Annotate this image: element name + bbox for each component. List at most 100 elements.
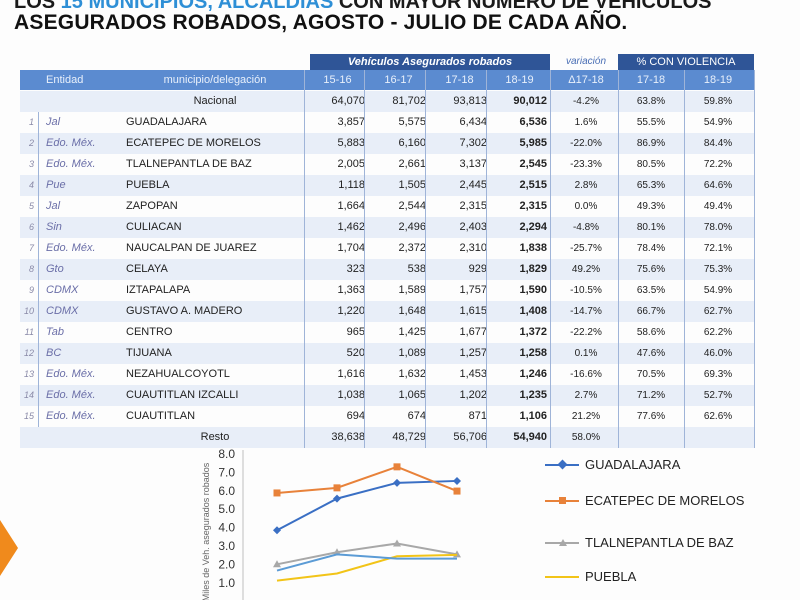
viol1819-cell: 59.8% xyxy=(703,96,733,107)
row-index: 11 xyxy=(24,327,34,337)
v1819-cell: 2,315 xyxy=(519,200,547,212)
column-header: Δ17-18 xyxy=(568,74,604,86)
viol1718-cell: 65.3% xyxy=(636,180,666,191)
v1819-cell: 1,106 xyxy=(519,410,547,422)
column-header-row: Entidad municipio/delegación 15-16 16-17 17-… xyxy=(20,70,755,90)
v1718-cell: 1,757 xyxy=(459,284,487,296)
v1819-cell: 1,372 xyxy=(519,326,547,338)
v1617-cell: 1,589 xyxy=(398,284,426,296)
data-point xyxy=(333,484,341,492)
entity-cell: Tab xyxy=(46,326,64,338)
series-line-series-4 xyxy=(276,553,457,572)
viol1819-cell: 62.6% xyxy=(703,411,733,422)
var-cell: -4.8% xyxy=(572,222,600,233)
v1516-cell: 694 xyxy=(346,410,365,422)
entity-cell: BC xyxy=(46,347,62,359)
v1617-cell: 1,505 xyxy=(398,179,426,191)
entity-cell: Edo. Méx. xyxy=(46,242,96,254)
entity-cell: CDMX xyxy=(46,284,79,296)
entity-cell: Jal xyxy=(46,200,61,212)
v1718-cell: 1,257 xyxy=(459,347,487,359)
entity-cell: Pue xyxy=(46,179,66,191)
municipality-cell: ZAPOPAN xyxy=(126,200,178,212)
column-divider xyxy=(550,70,551,448)
column-header: municipio/delegación xyxy=(163,74,267,86)
v1718-cell: 2,310 xyxy=(459,242,487,254)
y-axis-label: Miles de Veh. asegurados robados xyxy=(201,462,211,600)
v1516-cell: 64,070 xyxy=(331,95,365,107)
v1516-cell: 1,616 xyxy=(337,368,365,380)
data-point xyxy=(273,560,281,568)
entity-cell: Edo. Méx. xyxy=(46,368,96,380)
v1516-cell: 1,462 xyxy=(337,221,365,233)
row-index: 9 xyxy=(28,285,34,295)
table-row: 8 Gto CELAYA 323 538 929 1,829 49.2% 75.6% 75.3% xyxy=(20,259,755,280)
column-header: Entidad xyxy=(46,74,84,86)
entity-cell: Edo. Méx. xyxy=(46,410,96,422)
v1516-cell: 1,704 xyxy=(337,242,365,254)
row-label: Resto xyxy=(200,431,230,443)
viol1819-cell: 75.3% xyxy=(703,264,733,275)
v1617-cell: 5,575 xyxy=(398,116,426,128)
viol1718-cell: 80.1% xyxy=(636,222,666,233)
viol1819-cell: 49.4% xyxy=(703,201,733,212)
var-cell: 0.1% xyxy=(574,348,598,359)
viol1819-cell: 64.6% xyxy=(703,180,733,191)
data-point xyxy=(393,463,401,471)
var-cell: -25.7% xyxy=(570,243,602,254)
var-cell: 58.0% xyxy=(571,432,601,443)
viol1819-cell: 52.7% xyxy=(703,390,733,401)
v1718-cell: 7,302 xyxy=(459,137,487,149)
v1617-cell: 538 xyxy=(407,263,426,275)
v1819-cell: 1,258 xyxy=(519,347,547,359)
municipality-cell: CULIACAN xyxy=(126,221,182,233)
entity-cell: Sin xyxy=(46,221,62,233)
viol1718-cell: 80.5% xyxy=(636,159,666,170)
table-row: 6 Sin CULIACAN 1,462 2,496 2,403 2,294 -4.8% 80.… xyxy=(20,217,755,238)
var-cell: -4.2% xyxy=(572,96,600,107)
v1819-cell: 54,940 xyxy=(513,431,547,443)
v1718-cell: 2,403 xyxy=(459,221,487,233)
header-violence: % CON VIOLENCIA xyxy=(618,54,754,70)
municipality-cell: NAUCALPAN DE JUAREZ xyxy=(126,242,257,254)
v1718-cell: 93,813 xyxy=(453,95,487,107)
viol1819-cell: 62.2% xyxy=(703,327,733,338)
y-tick-label: 8.0 xyxy=(218,447,235,461)
var-cell: 1.6% xyxy=(574,117,598,128)
page-title: ASEGURADOS ROBADOS, AGOSTO - JULIO DE CA… xyxy=(14,11,628,34)
table-row: 4 Pue PUEBLA 1,118 1,505 2,445 2,515 2.8% 65.3% 6… xyxy=(20,175,755,196)
table-row: 5 Jal ZAPOPAN 1,664 2,544 2,315 2,315 0.0% 49.3%… xyxy=(20,196,755,217)
v1819-cell: 6,536 xyxy=(519,116,547,128)
v1819-cell: 1,235 xyxy=(519,389,547,401)
legend-label: TLALNEPANTLA DE BAZ xyxy=(585,535,734,550)
table-row: 11 Tab CENTRO 965 1,425 1,677 1,372 -22.2% 58.6%… xyxy=(20,322,755,343)
series-line-ecatepec-de-morelos xyxy=(276,465,458,494)
v1516-cell: 1,038 xyxy=(337,389,365,401)
v1718-cell: 2,315 xyxy=(459,200,487,212)
municipality-cell: GUADALAJARA xyxy=(126,116,207,128)
viol1718-cell: 78.4% xyxy=(636,243,666,254)
table-row: 10 CDMX GUSTAVO A. MADERO 1,220 1,648 1,615 1,… xyxy=(20,301,755,322)
column-header: 17-18 xyxy=(445,74,474,86)
row-index: 2 xyxy=(28,138,34,148)
v1819-cell: 2,545 xyxy=(519,158,547,170)
column-header: 15-16 xyxy=(323,74,352,86)
legend-marker xyxy=(557,459,568,470)
table-row: 1 Jal GUADALAJARA 3,857 5,575 6,434 6,536 1.6% 5… xyxy=(20,112,755,133)
y-tick-label: 5.0 xyxy=(218,502,235,516)
entity-cell: Edo. Méx. xyxy=(46,389,96,401)
v1617-cell: 2,544 xyxy=(398,200,426,212)
var-cell: 21.2% xyxy=(571,411,601,422)
data-point xyxy=(453,487,461,495)
v1819-cell: 2,294 xyxy=(519,221,547,233)
v1617-cell: 2,372 xyxy=(398,242,426,254)
row-index: 7 xyxy=(28,243,34,253)
row-index: 3 xyxy=(28,159,34,169)
data-point xyxy=(273,489,281,497)
header-group-vehicles: Vehículos Asegurados robados xyxy=(310,54,550,70)
y-tick-label: 7.0 xyxy=(218,465,235,479)
v1617-cell: 2,661 xyxy=(398,158,426,170)
v1617-cell: 48,729 xyxy=(392,431,426,443)
table-row: 7 Edo. Méx. NAUCALPAN DE JUAREZ 1,704 2,372 2… xyxy=(20,238,755,259)
viol1718-cell: 86.9% xyxy=(636,138,666,149)
